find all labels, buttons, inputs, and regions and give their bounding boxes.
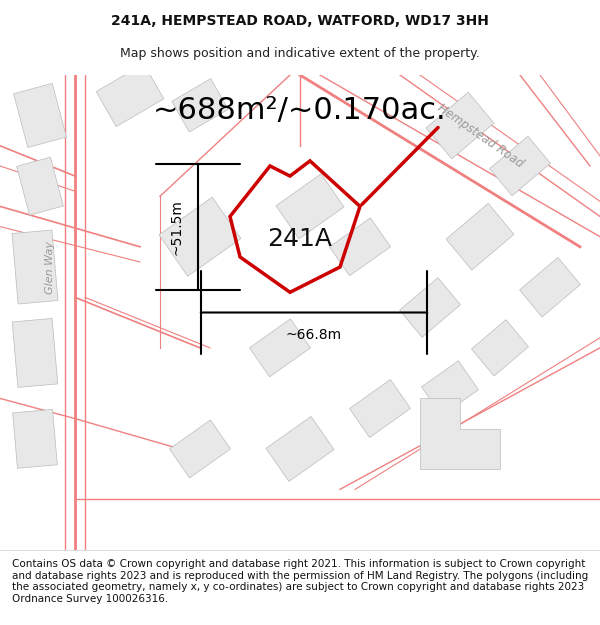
Text: ~51.5m: ~51.5m	[169, 199, 183, 254]
Bar	[490, 136, 550, 196]
Bar	[169, 420, 230, 478]
Text: Glen Way: Glen Way	[45, 241, 55, 294]
Polygon shape	[420, 398, 500, 469]
Text: ~688m²/~0.170ac.: ~688m²/~0.170ac.	[153, 96, 447, 125]
Bar	[159, 197, 241, 276]
Bar	[422, 361, 478, 416]
Bar	[96, 64, 164, 127]
Bar	[426, 92, 494, 159]
Bar	[472, 320, 529, 376]
Bar	[17, 158, 64, 215]
Text: Contains OS data © Crown copyright and database right 2021. This information is : Contains OS data © Crown copyright and d…	[12, 559, 588, 604]
Bar	[12, 230, 58, 304]
Text: Map shows position and indicative extent of the property.: Map shows position and indicative extent…	[120, 48, 480, 61]
Bar	[250, 319, 311, 377]
Bar	[329, 218, 391, 276]
Bar	[520, 258, 580, 317]
Bar	[266, 416, 334, 481]
Bar	[400, 278, 460, 338]
Bar	[276, 174, 344, 239]
Text: 241A, HEMPSTEAD ROAD, WATFORD, WD17 3HH: 241A, HEMPSTEAD ROAD, WATFORD, WD17 3HH	[111, 14, 489, 28]
Text: 241A: 241A	[268, 227, 332, 251]
Text: Hempstead Road: Hempstead Road	[434, 101, 526, 170]
Bar	[12, 319, 58, 388]
Bar	[172, 79, 228, 132]
Bar	[349, 379, 410, 438]
Bar	[446, 203, 514, 270]
Bar	[13, 409, 58, 468]
Text: ~66.8m: ~66.8m	[286, 328, 342, 342]
Bar	[14, 83, 67, 148]
